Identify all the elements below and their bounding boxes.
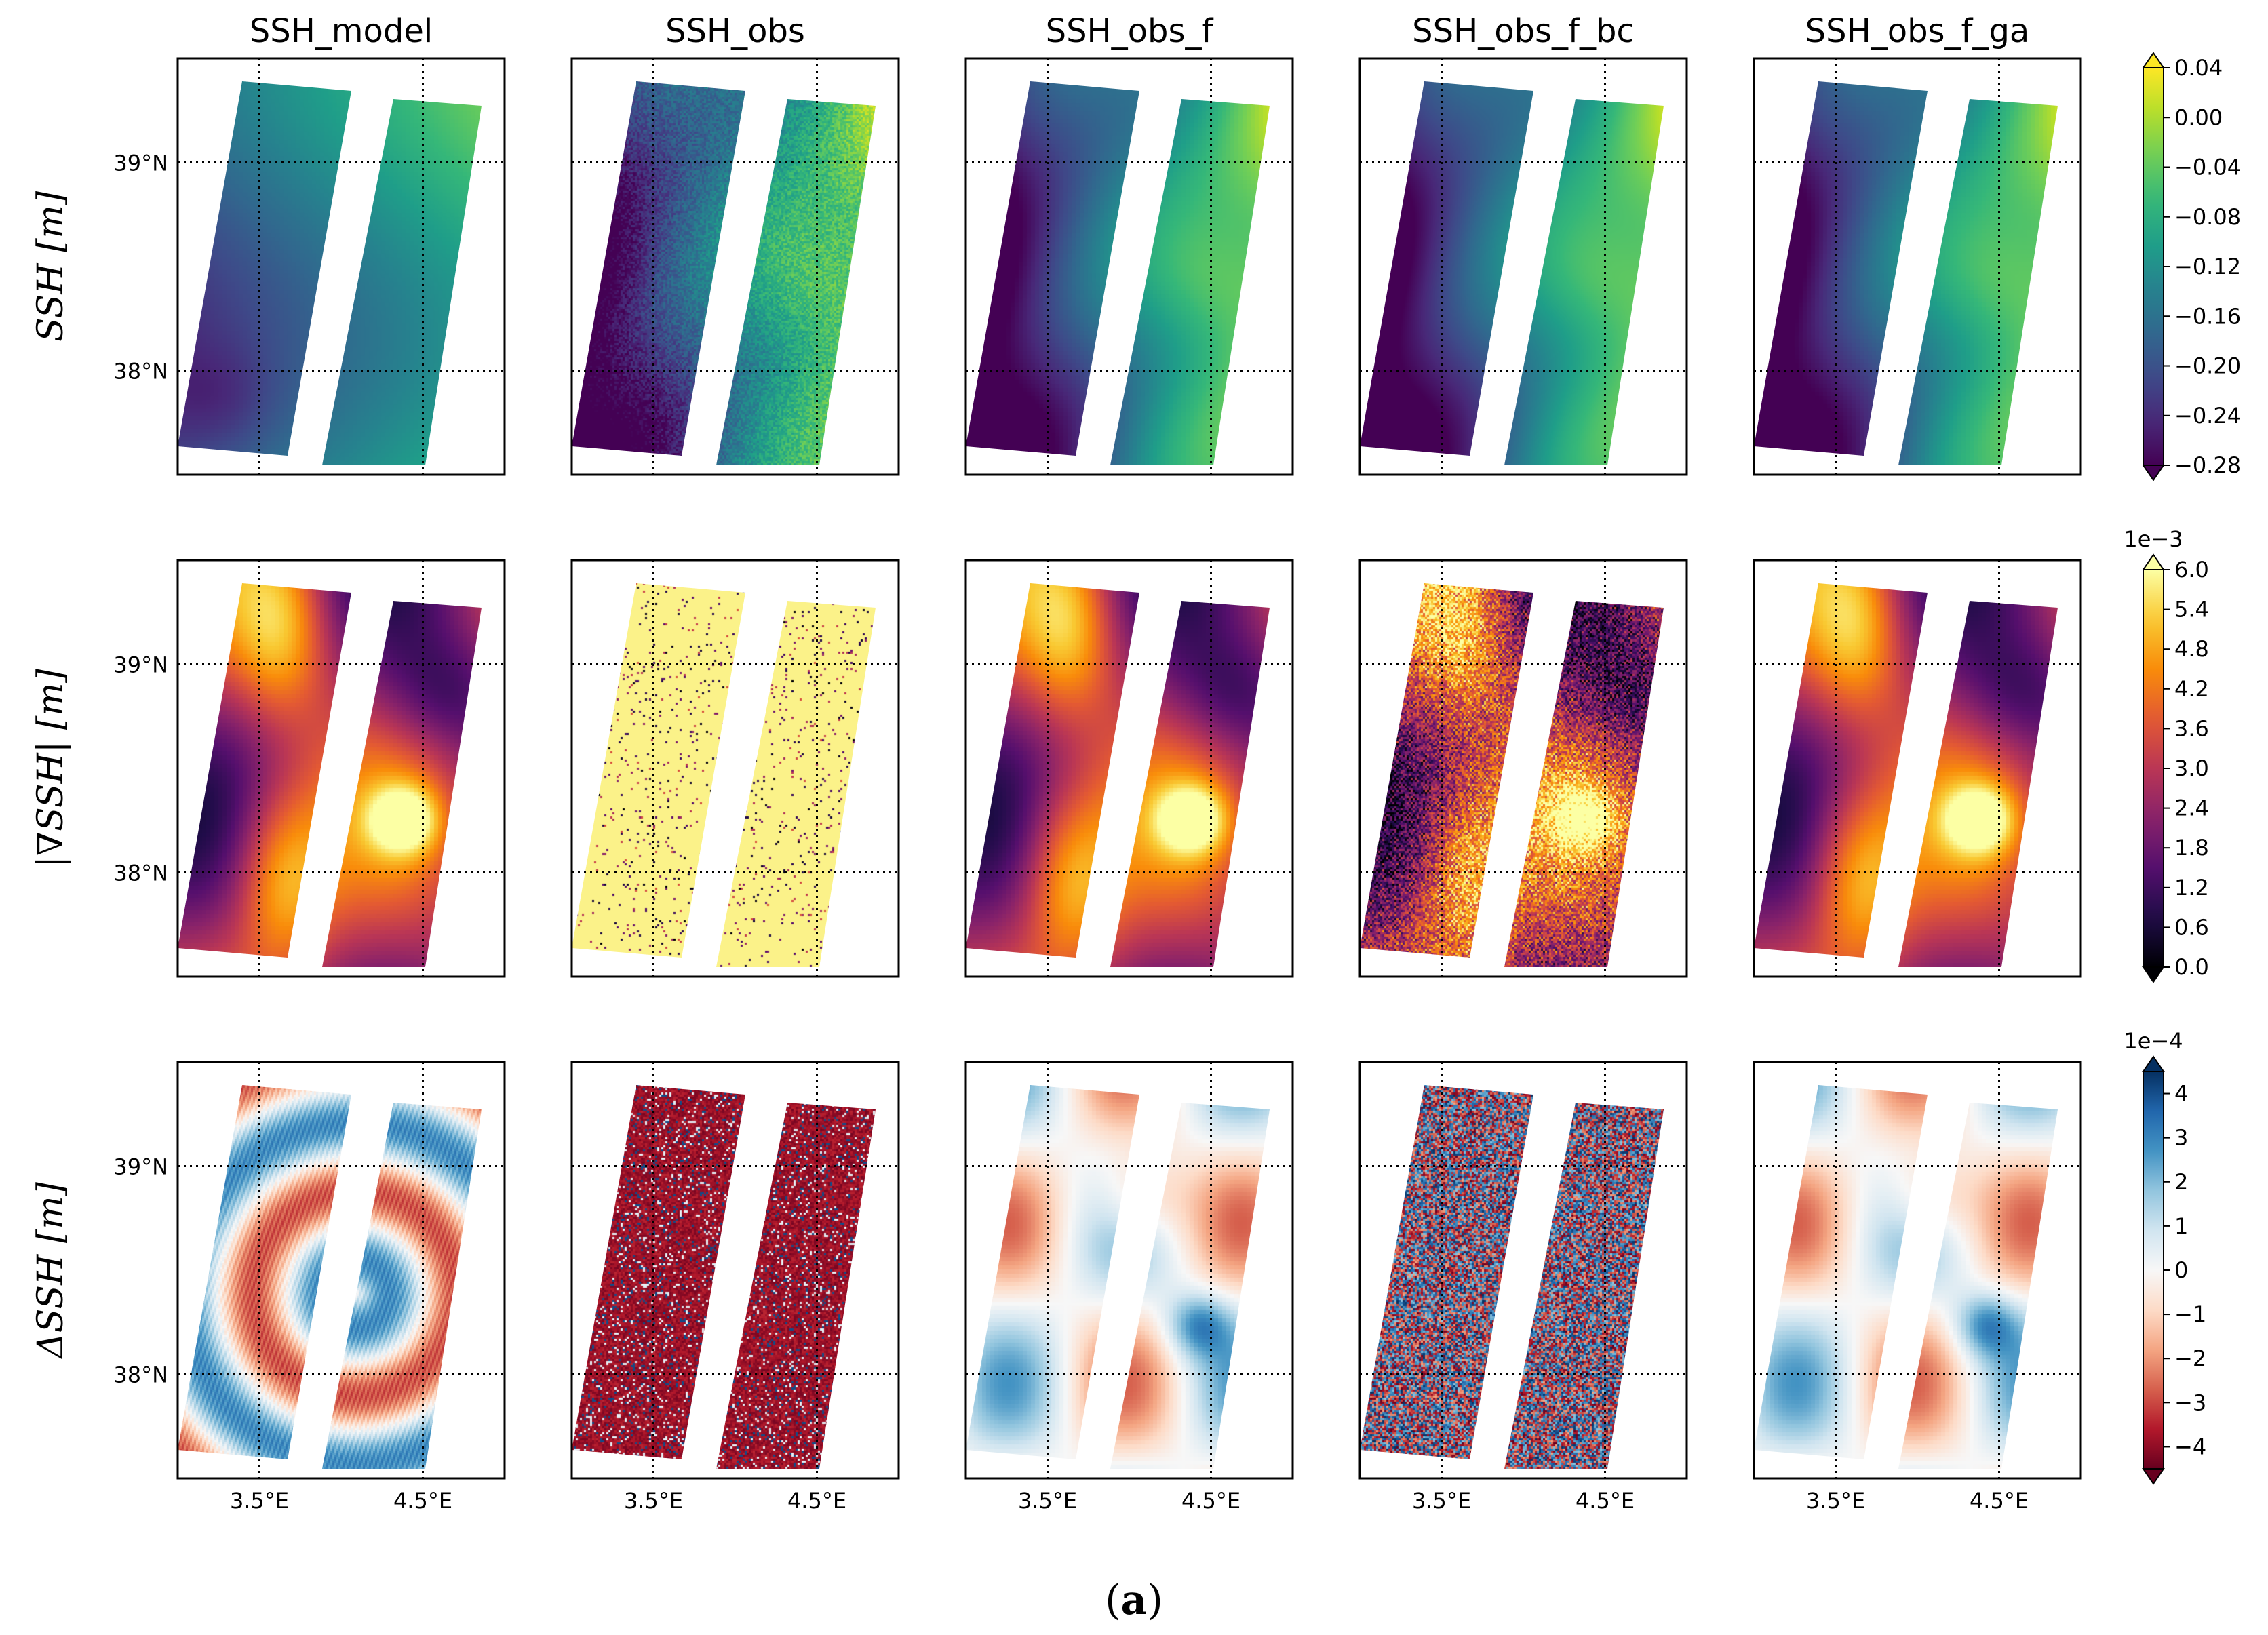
row-label-1: |∇SSH| [m] <box>31 669 71 868</box>
colorbar-tick-label: −4 <box>2174 1434 2206 1459</box>
colorbar-extend-min <box>2143 465 2164 480</box>
panel-0-3 <box>1360 58 1687 475</box>
panel-0-4 <box>1754 58 2081 475</box>
colorbar-tick-label: 0.00 <box>2174 104 2223 130</box>
panel-0-2 <box>966 58 1293 475</box>
lon-tick-label: 3.5°E <box>1018 1488 1077 1514</box>
lon-tick-label: 4.5°E <box>1576 1488 1635 1514</box>
lon-tick-label: 4.5°E <box>1181 1488 1240 1514</box>
colorbar-tick-label: 0 <box>2174 1257 2188 1283</box>
column-title-1: SSH_obs <box>665 12 805 50</box>
colorbar-tick-label: −0.04 <box>2174 155 2241 180</box>
colorbar-tick-label: 0.6 <box>2174 914 2209 940</box>
colorbar-extend-max <box>2143 53 2164 68</box>
panel-1-0 <box>178 560 505 977</box>
colorbar-tick-label: 2.4 <box>2174 795 2209 821</box>
colorbar-tick-label: −1 <box>2174 1301 2206 1327</box>
panel-2-4 <box>1754 1062 2081 1478</box>
row-label-0: SSH [m] <box>31 191 71 342</box>
colorbar-tick-label: 5.4 <box>2174 597 2209 623</box>
lat-tick-label: 38°N <box>113 861 168 886</box>
colorbar-exponent: 1e−3 <box>2124 526 2183 552</box>
colorbar-tick-label: 0.0 <box>2174 954 2209 980</box>
panel-1-4 <box>1754 560 2081 977</box>
panel-1-2 <box>966 560 1293 977</box>
colorbar-extend-max <box>2143 1057 2164 1071</box>
column-title-0: SSH_model <box>250 12 433 50</box>
panel-2-1 <box>572 1062 899 1478</box>
colorbar-tick-label: 0.04 <box>2174 55 2223 81</box>
colorbar-tick-label: −0.08 <box>2174 204 2241 230</box>
colorbar-tick-label: 1 <box>2174 1213 2188 1239</box>
colorbar-tick-label: −0.12 <box>2174 254 2241 279</box>
figure: 39°N 38°N SSH [m] SSH_model SSH_obs SSH_obs_f… <box>0 0 2268 1635</box>
panel-0-1 <box>572 58 899 475</box>
colorbar-tick-label: −0.20 <box>2174 353 2241 379</box>
colorbar-1: 6.0 5.4 4.8 4.2 3.6 3.0 2.4 1.8 1.2 0.6 0.0 1e−3 <box>2124 526 2209 982</box>
lat-tick-label: 38°N <box>113 1362 168 1388</box>
lon-tick-label: 3.5°E <box>624 1488 683 1514</box>
lat-tick-label: 39°N <box>113 151 168 176</box>
lon-tick-label: 3.5°E <box>1412 1488 1471 1514</box>
lon-tick-label: 4.5°E <box>393 1488 452 1514</box>
panel-2-3 <box>1360 1062 1687 1478</box>
colorbar-tick-label: 3.6 <box>2174 715 2209 741</box>
column-title-4: SSH_obs_f_ga <box>1805 12 2030 50</box>
colorbar-extend-min <box>2143 1469 2164 1484</box>
figure-caption: (a) <box>1105 1577 1163 1624</box>
panel-2-0 <box>178 1062 505 1478</box>
lon-tick-label: 4.5°E <box>1970 1488 2029 1514</box>
colorbar-tick-label: 4.2 <box>2174 676 2209 702</box>
colorbar-tick-label: 3.0 <box>2174 755 2209 781</box>
lat-tick-label: 38°N <box>113 359 168 385</box>
column-title-2: SSH_obs_f <box>1046 12 1214 50</box>
colorbar-tick-label: −2 <box>2174 1345 2206 1371</box>
colorbar-tick-label: 6.0 <box>2174 557 2209 583</box>
colorbar-extend-max <box>2143 555 2164 570</box>
colorbar-tick-label: 3 <box>2174 1125 2188 1151</box>
figure-caption-letter: a <box>1121 1577 1148 1624</box>
panel-0-0 <box>178 58 505 475</box>
panel-1-3 <box>1360 560 1687 977</box>
colorbar-tick-label: 1.8 <box>2174 835 2209 861</box>
lon-tick-label: 3.5°E <box>230 1488 289 1514</box>
panel-1-1 <box>572 560 899 977</box>
colorbar-tick-label: 2 <box>2174 1169 2188 1195</box>
colorbar-0: 0.04 0.00 −0.04 −0.08 −0.12 −0.16 −0.20 −0.24 −0… <box>2143 53 2241 480</box>
column-title-3: SSH_obs_f_bc <box>1412 12 1635 50</box>
colorbar-tick-label: 4.8 <box>2174 636 2209 662</box>
colorbar-tick-label: 4 <box>2174 1081 2188 1107</box>
colorbar-2: 4 3 2 1 0 −1 −2 −3 −4 1e−4 <box>2124 1028 2206 1484</box>
panel-2-2 <box>966 1062 1293 1478</box>
colorbar-tick-label: −0.28 <box>2174 452 2241 478</box>
lon-tick-label: 3.5°E <box>1806 1488 1865 1514</box>
colorbar-tick-label: 1.2 <box>2174 875 2209 901</box>
lat-tick-label: 39°N <box>113 652 168 678</box>
lat-tick-label: 39°N <box>113 1154 168 1180</box>
colorbar-tick-label: −3 <box>2174 1390 2206 1415</box>
colorbar-tick-label: −0.24 <box>2174 403 2241 429</box>
colorbar-extend-min <box>2143 967 2164 982</box>
lon-tick-label: 4.5°E <box>787 1488 846 1514</box>
colorbar-exponent: 1e−4 <box>2124 1028 2183 1054</box>
colorbar-tick-label: −0.16 <box>2174 303 2241 329</box>
row-label-2: ΔSSH [m] <box>31 1181 71 1359</box>
